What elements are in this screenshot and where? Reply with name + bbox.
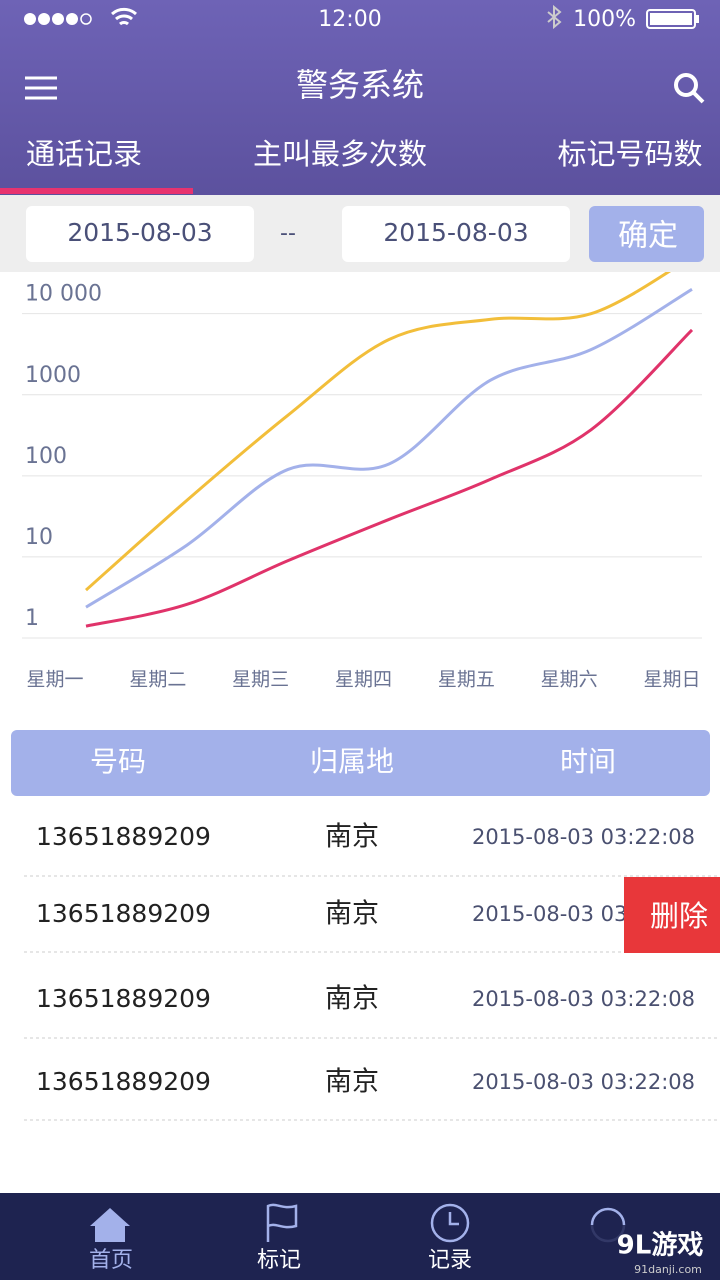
end-date[interactable] [342,206,570,262]
call-time: 2015-08-03 03:22:08 [472,987,695,1011]
y-tick-label: 1 [25,606,39,631]
call-time: 2015-08-03 03:22:08 [472,1070,695,1094]
city: 南京 [325,899,379,930]
flag-icon [266,1203,298,1242]
column-header: 号码 [90,745,146,778]
table-header [11,730,710,796]
delete-text: 删除 [650,899,708,933]
nav-label[interactable]: 记录 [428,1248,472,1273]
phone-number: 13651889209 [36,984,211,1013]
confirm-text: 确定 [618,219,678,254]
table-body: 13651889209 南京 2015-08-03 03:22:08 13651889… [24,822,720,1121]
series-line [85,328,694,628]
nav-label[interactable]: 标记 [257,1248,301,1273]
signal [24,13,92,25]
header-bg [0,0,720,195]
start-date-text: 2015-08-03 [67,218,212,247]
watermark-bg [545,1225,720,1280]
series-line [85,287,693,609]
battery-text: 100% [573,7,636,32]
y-tick-label: 10 [25,525,53,550]
battery [646,9,699,29]
separator: -- [280,221,296,246]
wifi [111,7,137,26]
y-tick-label: 1000 [25,363,81,388]
search-button[interactable] [674,73,705,104]
time: 12:00 [318,7,381,32]
confirm-button[interactable] [589,206,704,262]
tab[interactable]: 标记号码数 [557,137,702,171]
phone-number: 13651889209 [36,1067,211,1096]
y-tick-label: 100 [25,444,67,469]
nav-label[interactable]: 首页 [89,1248,133,1273]
x-tick-label: 星期二 [129,669,186,691]
column-header: 时间 [560,745,616,778]
end-date-text: 2015-08-03 [383,218,528,247]
series-line [85,272,672,592]
city: 南京 [325,822,379,853]
tab[interactable]: 通话记录 [26,137,142,171]
watermark-site: 91danji.com [634,1263,702,1276]
watermark: 9L游戏 [617,1231,704,1261]
x-tick-label: 星期三 [232,669,289,691]
start-date[interactable] [26,206,254,262]
x-tick-label: 星期日 [643,669,700,691]
delete-button[interactable] [624,877,720,953]
menu-button[interactable] [25,76,57,100]
x-tick-label: 星期六 [541,669,598,691]
app-title: 警务系统 [296,66,424,104]
home-icon [90,1208,130,1242]
call-time: 2015-08-03 03:22:08 [472,825,695,849]
tab[interactable]: 主叫最多次数 [253,137,427,171]
city: 南京 [325,984,379,1015]
phone-number: 13651889209 [36,899,211,928]
x-tick-label: 星期五 [438,669,495,691]
city: 南京 [325,1067,379,1098]
x-tick-label: 星期一 [26,669,83,691]
tab-indicator [0,188,193,194]
chart: 1 10 100 1000 10 000 星期一 星期二 星期三 星期四 星期五 星期六 星期日 [22,272,702,691]
column-header: 归属地 [310,745,394,778]
x-tick-label: 星期四 [335,669,392,691]
bluetooth [547,4,562,30]
y-tick-label: 10 000 [25,282,102,307]
clock-icon [430,1203,470,1243]
phone-number: 13651889209 [36,822,211,851]
